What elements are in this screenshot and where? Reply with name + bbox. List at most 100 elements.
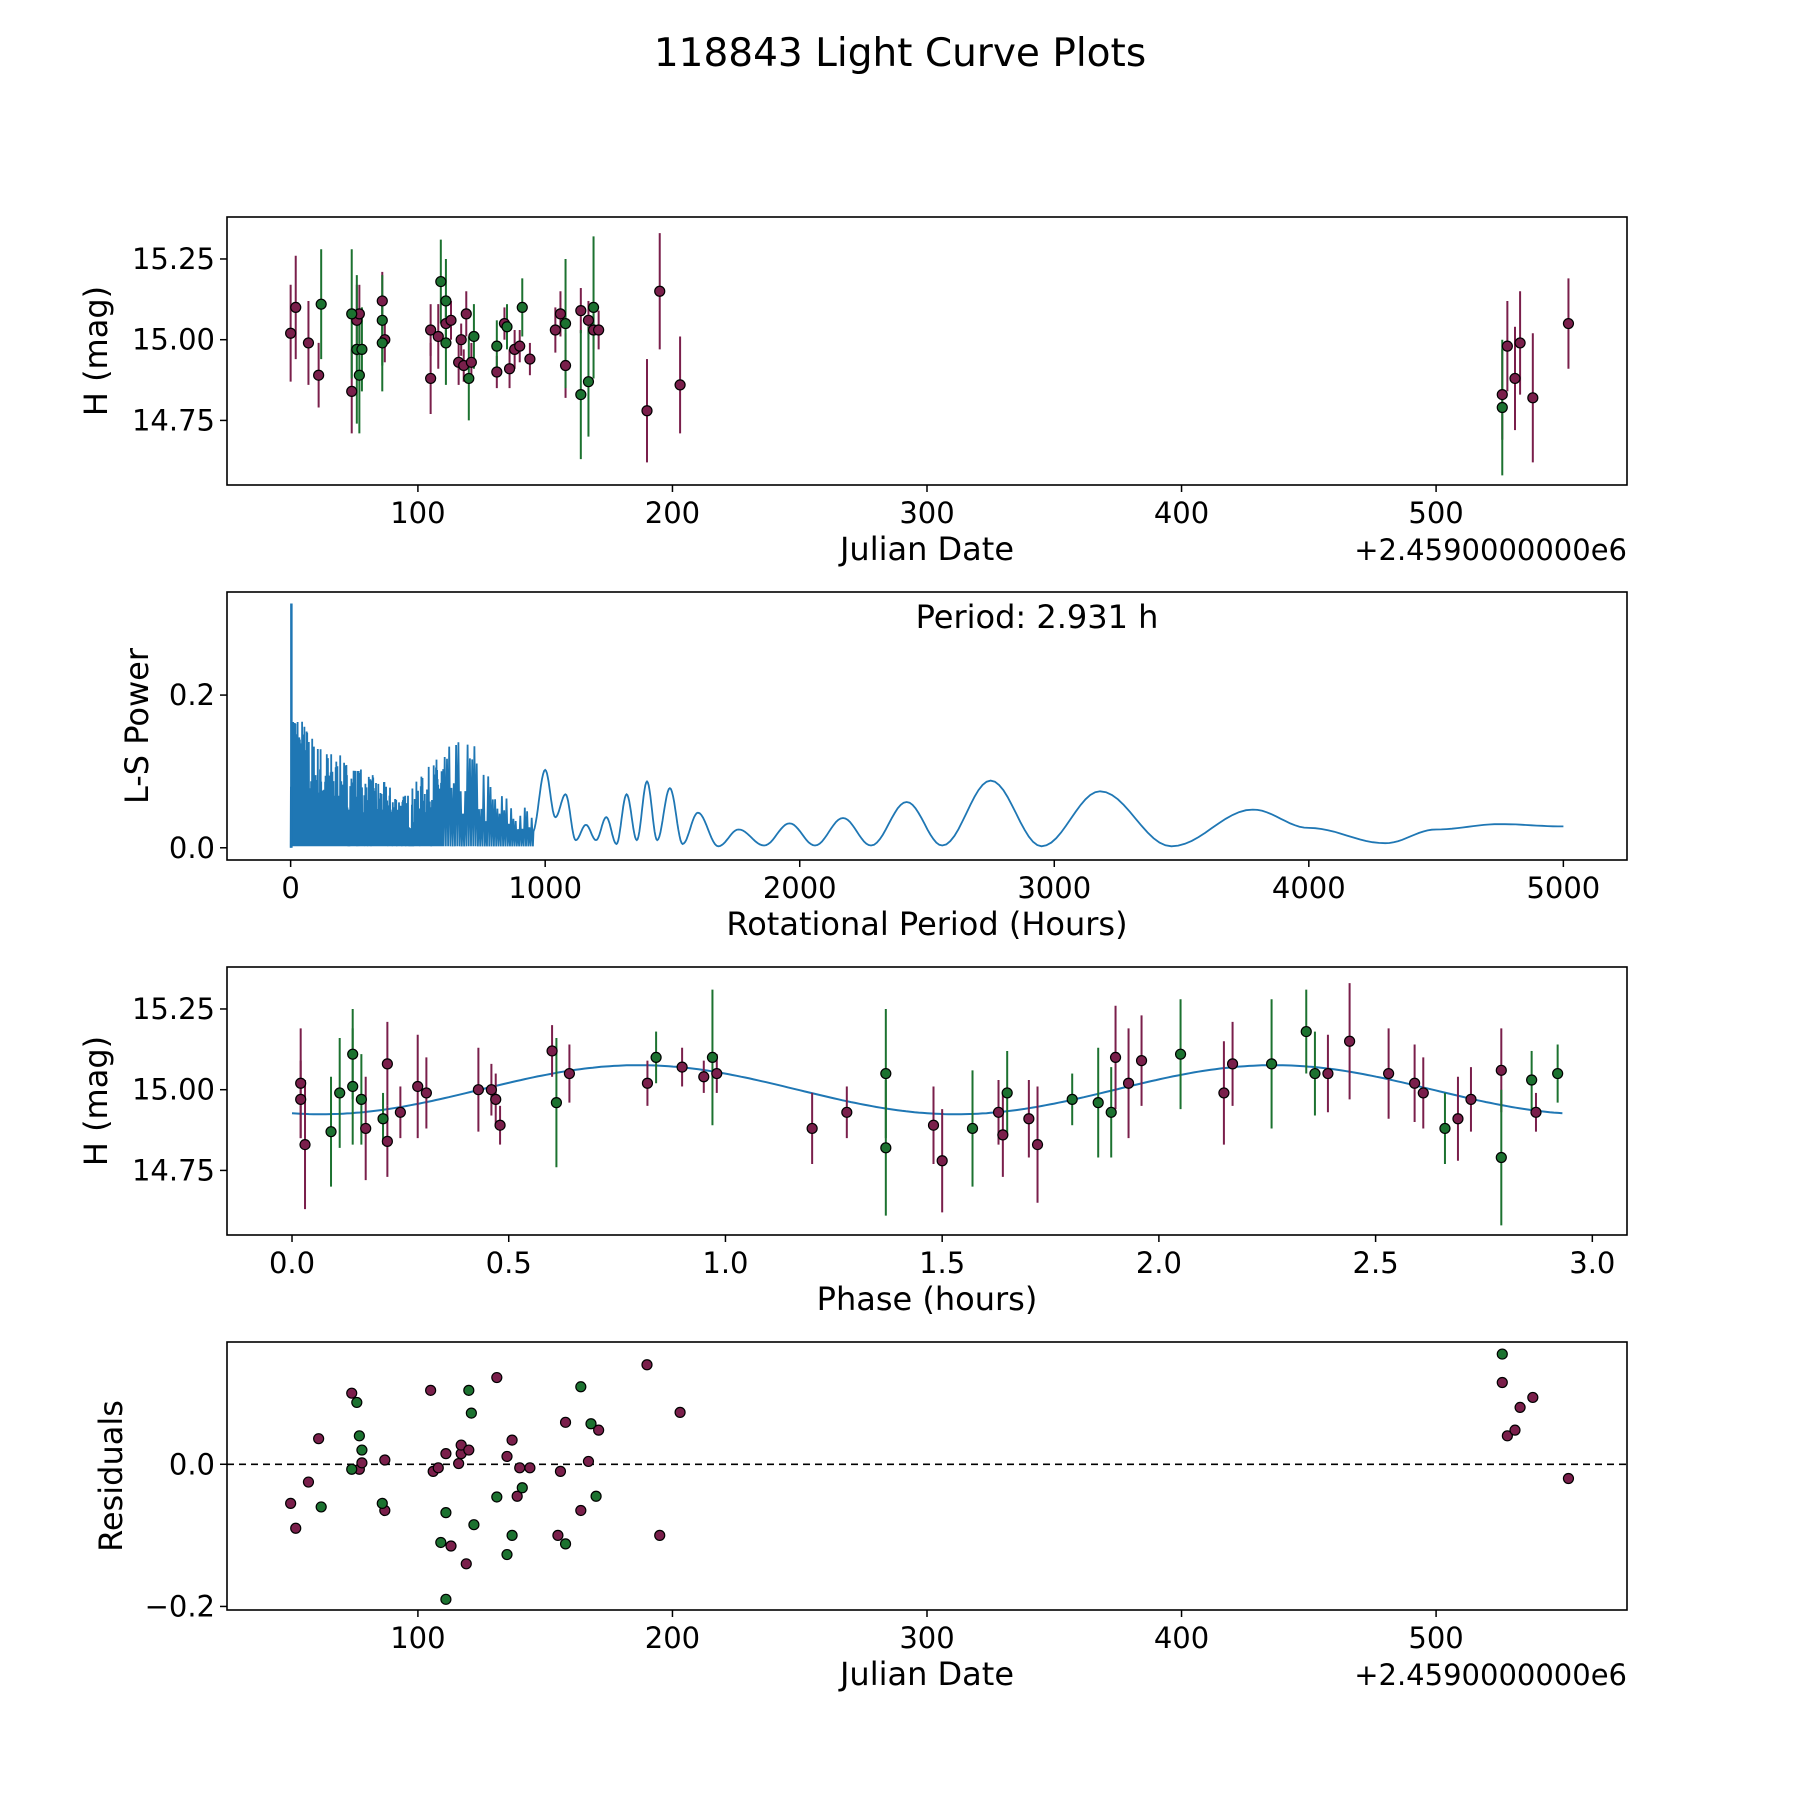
green-data-point <box>1092 1097 1104 1109</box>
green-data-point <box>1174 1048 1187 1060</box>
green-data-point <box>706 1051 719 1064</box>
x-tick-label: 1000 <box>508 871 582 905</box>
maroon-data-point <box>412 1080 424 1093</box>
maroon-data-point <box>841 1106 853 1118</box>
maroon-data-point <box>472 1084 484 1096</box>
maroon-data-point <box>356 1457 368 1469</box>
maroon-data-point <box>549 324 561 336</box>
maroon-data-point <box>425 324 437 336</box>
figure-title: 118843 Light Curve Plots <box>654 31 1146 76</box>
green-data-point <box>356 343 368 355</box>
green-data-point <box>1495 1151 1507 1164</box>
maroon-data-point <box>554 308 567 320</box>
x-tick-label: 400 <box>1154 496 1209 530</box>
maroon-data-point <box>552 1529 564 1541</box>
maroon-data-point <box>554 1465 567 1477</box>
green-data-point <box>355 1093 367 1105</box>
maroon-data-point <box>1135 1055 1148 1067</box>
maroon-data-point <box>514 340 526 352</box>
maroon-data-point <box>575 1504 587 1517</box>
y-tick-label: −0.2 <box>145 1589 215 1623</box>
green-data-point <box>880 1142 892 1154</box>
maroon-data-point <box>1514 1401 1526 1414</box>
x-tick-label: 100 <box>390 496 445 530</box>
maroon-data-point <box>432 1462 444 1474</box>
maroon-data-point <box>463 1444 475 1456</box>
green-data-point <box>435 275 447 288</box>
maroon-data-point <box>501 1450 513 1463</box>
x-tick-label: 300 <box>899 1621 954 1655</box>
maroon-data-point <box>582 1455 595 1468</box>
green-data-point <box>463 1384 475 1396</box>
maroon-data-point <box>379 1454 391 1466</box>
maroon-data-point <box>346 1387 358 1399</box>
maroon-data-point <box>559 359 572 372</box>
maroon-data-point <box>285 1497 297 1509</box>
x-axis-label: Julian Date <box>838 1655 1014 1693</box>
x-tick-label: 100 <box>390 1621 445 1655</box>
green-data-point <box>1496 401 1508 414</box>
green-data-point <box>1265 1058 1278 1070</box>
x-tick-label: 2.5 <box>1353 1246 1399 1280</box>
maroon-data-point <box>1496 1376 1508 1389</box>
maroon-data-point <box>698 1071 710 1083</box>
maroon-data-point <box>455 1439 467 1451</box>
green-data-point <box>516 1482 528 1494</box>
green-data-point <box>501 321 513 333</box>
maroon-data-point <box>1322 1067 1334 1080</box>
green-data-point <box>650 1051 662 1064</box>
green-data-point <box>315 298 327 310</box>
maroon-data-point <box>313 369 325 381</box>
green-data-point <box>465 1407 477 1419</box>
green-data-point <box>559 317 572 330</box>
green-data-point <box>559 1538 572 1550</box>
plot-frame <box>226 216 1628 486</box>
maroon-data-point <box>992 1106 1005 1118</box>
maroon-data-point <box>285 327 297 339</box>
y-tick-label: 0.0 <box>169 831 215 865</box>
maroon-data-point <box>1409 1077 1421 1089</box>
maroon-data-point <box>1031 1138 1044 1151</box>
maroon-data-point <box>394 1106 406 1118</box>
period-annotation: Period: 2.931 h <box>916 598 1159 636</box>
maroon-data-point <box>440 1448 452 1460</box>
green-data-point <box>550 1097 563 1109</box>
maroon-data-point <box>1530 1106 1542 1118</box>
maroon-data-point <box>491 366 503 378</box>
lightcurve-panel: 100 200 300 400 500 14.75 15.00 15.25 Julian Dat… <box>77 216 1628 568</box>
maroon-data-point <box>524 1462 536 1474</box>
y-axis-label: Residuals <box>92 1400 130 1552</box>
maroon-data-point <box>313 1433 325 1445</box>
green-data-point <box>435 1536 447 1549</box>
maroon-data-point <box>302 1476 315 1488</box>
x-axis-label: Julian Date <box>838 530 1014 568</box>
maroon-data-point <box>1495 1064 1507 1076</box>
maroon-data-point <box>563 1067 576 1080</box>
maroon-data-point <box>1501 1430 1513 1442</box>
fit-curve-line <box>291 1064 1563 1116</box>
green-data-point <box>376 337 388 349</box>
green-data-point <box>1309 1067 1321 1080</box>
maroon-data-point <box>460 308 472 320</box>
x-tick-label: 500 <box>1408 496 1463 530</box>
maroon-data-point <box>641 1077 654 1089</box>
maroon-data-point <box>559 1416 572 1428</box>
maroon-data-point <box>593 1424 605 1436</box>
y-tick-label: 15.25 <box>132 242 215 276</box>
maroon-data-point <box>1527 392 1539 404</box>
green-data-point <box>351 1396 363 1409</box>
green-data-point <box>325 1126 337 1138</box>
maroon-data-point <box>674 379 686 391</box>
maroon-data-point <box>1501 340 1513 352</box>
x-tick-label: 300 <box>899 496 954 530</box>
residuals-panel: 100 200 300 400 500 −0.2 0.0 Julian Date Residua… <box>92 1341 1628 1693</box>
y-tick-label: 0.0 <box>169 1447 215 1481</box>
x-tick-label: 0.5 <box>486 1246 532 1280</box>
x-tick-label: 2.0 <box>1136 1246 1182 1280</box>
green-data-point <box>353 369 365 381</box>
maroon-data-point <box>641 405 653 417</box>
maroon-data-point <box>432 330 444 343</box>
x-tick-label: 200 <box>645 1621 700 1655</box>
x-tick-label: 1.0 <box>702 1246 748 1280</box>
